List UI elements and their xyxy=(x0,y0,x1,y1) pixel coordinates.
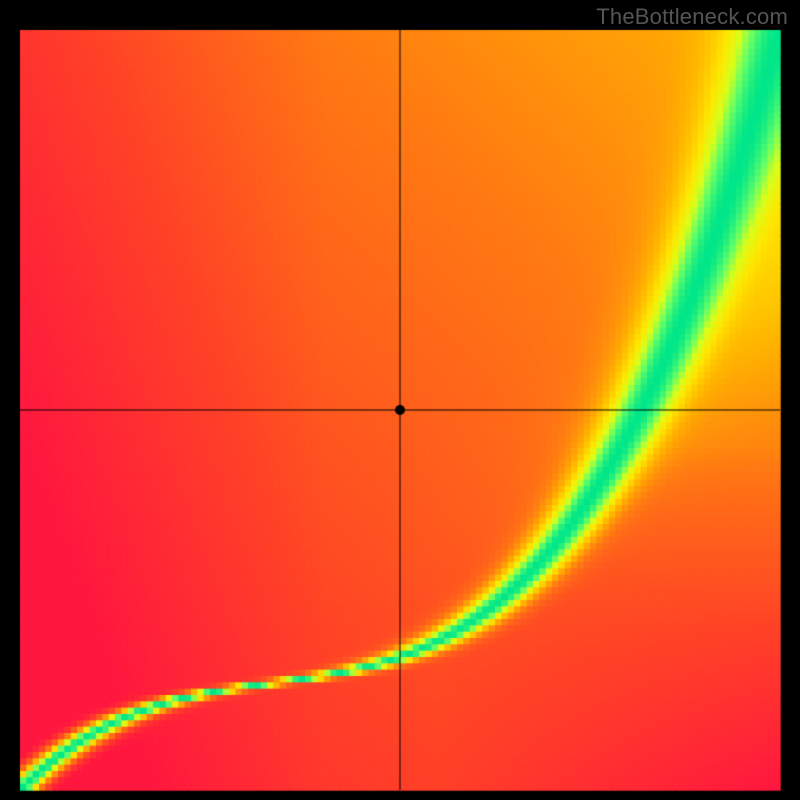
bottleneck-heatmap xyxy=(0,0,800,800)
watermark-label: TheBottleneck.com xyxy=(596,4,788,30)
